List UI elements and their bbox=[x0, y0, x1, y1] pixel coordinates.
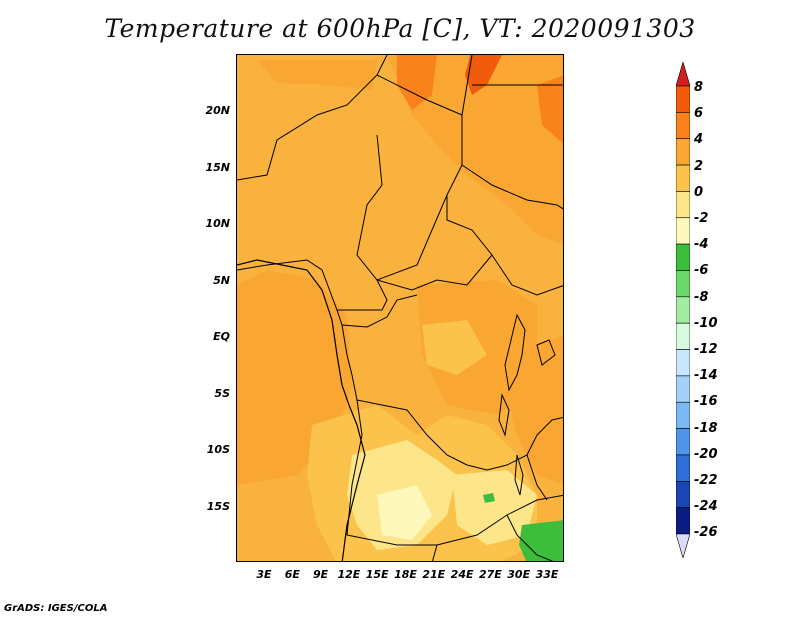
colorbar-box bbox=[676, 296, 690, 324]
lon-label: 24E bbox=[450, 568, 474, 581]
lon-label: 30E bbox=[507, 568, 531, 581]
colorbar-box bbox=[676, 138, 690, 166]
field-2to4-east bbox=[497, 335, 563, 485]
colorbar-tick-label: 2 bbox=[694, 158, 704, 174]
lat-label: 10N bbox=[205, 217, 230, 230]
lon-label: 6E bbox=[284, 568, 300, 581]
lat-label: EQ bbox=[213, 330, 230, 343]
colorbar bbox=[676, 62, 690, 558]
lat-label: 5S bbox=[214, 386, 230, 400]
colorbar-box bbox=[676, 428, 690, 456]
lat-label: 10S bbox=[206, 443, 230, 456]
colorbar-tick-label: 6 bbox=[694, 106, 704, 122]
grads-credit: GrADS: IGES/COLA bbox=[4, 603, 108, 614]
colorbar-box bbox=[676, 454, 690, 482]
colorbar-tick-label: -8 bbox=[694, 289, 709, 305]
lon-label: 9E bbox=[313, 568, 329, 581]
map-canvas bbox=[237, 55, 563, 561]
lakes bbox=[498, 313, 556, 496]
colorbar-tick-label: -12 bbox=[694, 342, 718, 357]
colorbar-box bbox=[676, 112, 690, 140]
colorbar-box bbox=[676, 375, 690, 403]
colorbar-box bbox=[676, 85, 690, 113]
country-borders bbox=[237, 55, 563, 561]
field-cold-patch bbox=[483, 493, 495, 503]
chart-title: Temperature at 600hPa [C], VT: 202009130… bbox=[104, 14, 696, 43]
lat-label: 15S bbox=[206, 499, 230, 513]
colorbar-box bbox=[676, 243, 690, 271]
colorbar-tick-label: -26 bbox=[694, 525, 718, 541]
colorbar-tick-label: -20 bbox=[694, 446, 718, 462]
colorbar-tick-label: -10 bbox=[694, 315, 718, 331]
colorbar-tick-label: -16 bbox=[694, 394, 718, 410]
colorbar-box bbox=[676, 322, 690, 350]
lon-label: 33E bbox=[535, 568, 559, 581]
colorbar-box bbox=[676, 480, 690, 508]
colorbar-tick-label: -24 bbox=[694, 499, 718, 515]
lon-label: 18E bbox=[394, 568, 417, 581]
colorbar-box bbox=[676, 349, 690, 377]
field-cold-southeast bbox=[519, 520, 563, 561]
colorbar-box bbox=[676, 507, 690, 535]
colorbar-tick-label: -14 bbox=[694, 368, 718, 384]
lon-label: 27E bbox=[478, 568, 502, 581]
temperature-map bbox=[236, 54, 564, 562]
colorbar-box bbox=[676, 270, 690, 298]
field-4to6-east bbox=[537, 75, 563, 144]
colorbar-tick-label: -18 bbox=[694, 420, 718, 436]
field-4to6-sahara bbox=[397, 55, 437, 110]
colorbar-box bbox=[676, 217, 690, 245]
colorbar-tick-label: -22 bbox=[694, 473, 718, 488]
field-0to-2-congo bbox=[422, 320, 487, 375]
colorbar-tick-label: 8 bbox=[694, 80, 704, 95]
colorbar-tick-label: 4 bbox=[694, 132, 704, 148]
colorbar-box bbox=[676, 191, 690, 219]
field-2to4-nw bbox=[257, 60, 377, 90]
lon-label: 21E bbox=[422, 568, 446, 581]
colorbar-tick-label: 0 bbox=[694, 184, 704, 200]
lat-label: 5N bbox=[213, 273, 230, 287]
lat-label: 15N bbox=[205, 160, 230, 174]
colorbar-box bbox=[676, 401, 690, 429]
colorbar-bottom-cap bbox=[676, 533, 690, 558]
colorbar-box bbox=[676, 164, 690, 192]
colorbar-tick-label: -4 bbox=[694, 237, 709, 253]
colorbar-tick-label: -6 bbox=[694, 263, 709, 279]
lon-label: 12E bbox=[337, 568, 361, 581]
lon-label: 15E bbox=[365, 568, 389, 581]
coastline bbox=[237, 259, 366, 561]
colorbar-tick-label: -2 bbox=[694, 211, 709, 226]
colorbar-top-cap bbox=[676, 62, 690, 87]
field-4to-6-angola bbox=[377, 485, 432, 540]
lon-label: 3E bbox=[256, 568, 272, 581]
lat-label: 20N bbox=[205, 104, 230, 117]
field-2to-4-zambia bbox=[452, 470, 537, 545]
